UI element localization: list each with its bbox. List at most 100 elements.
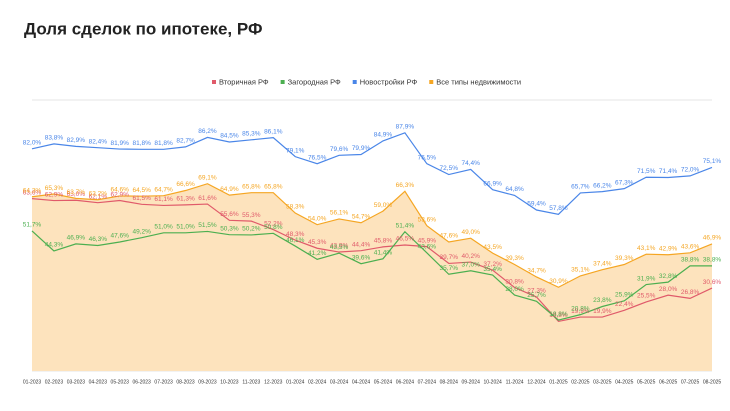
line	[31, 230, 712, 321]
value-label: 64,5%	[132, 187, 151, 194]
value-label: 74,4%	[461, 160, 480, 167]
value-label: 45,8%	[374, 238, 393, 245]
value-label: 81,9%	[111, 140, 130, 147]
x-tick-label: 11-2024	[506, 379, 524, 385]
value-label: 22,4%	[615, 301, 634, 308]
value-label: 38,8%	[703, 257, 722, 264]
x-tick-label: 02-2023	[45, 379, 64, 385]
value-label: 51,7%	[23, 222, 42, 229]
value-label: 66,9%	[483, 180, 502, 187]
value-label: 76,5%	[418, 154, 437, 161]
value-label: 81,8%	[132, 140, 151, 147]
line	[31, 183, 713, 288]
value-label: 30,9%	[549, 278, 568, 285]
value-label: 30,6%	[703, 279, 722, 286]
value-label: 79,6%	[330, 146, 349, 153]
value-label: 82,4%	[89, 138, 108, 145]
x-tick-label: 07-2023	[154, 379, 173, 385]
value-label: 86,2%	[198, 128, 217, 135]
value-label: 50,3%	[220, 225, 239, 232]
value-label: 63,2%	[89, 190, 108, 197]
value-label: 64,3%	[23, 187, 42, 194]
value-label: 25,7%	[527, 292, 546, 299]
x-tick-label: 06-2024	[396, 379, 415, 385]
value-label: 41,2%	[308, 250, 327, 257]
value-label: 79,9%	[352, 145, 371, 152]
x-tick-label: 05-2024	[374, 379, 393, 385]
value-label: 35,7%	[440, 265, 459, 272]
value-label: 46,9%	[67, 235, 86, 242]
x-tick-label: 05-2025	[637, 379, 656, 385]
value-label: 31,9%	[637, 275, 656, 282]
value-label: 72,5%	[440, 165, 459, 172]
value-label: 45,9%	[418, 237, 437, 244]
value-label: 64,6%	[111, 187, 130, 194]
value-label: 40,2%	[461, 253, 480, 260]
value-label: 26,8%	[681, 289, 700, 296]
x-tick-label: 02-2024	[308, 379, 327, 385]
x-tick-label: 07-2024	[418, 379, 437, 385]
legend-label: Вторичная РФ	[219, 77, 269, 86]
x-tick-label: 01-2025	[549, 379, 568, 385]
x-tick-label: 12-2023	[264, 379, 283, 385]
value-label: 61,5%	[132, 195, 151, 202]
value-label: 56,1%	[330, 210, 349, 217]
value-label: 51,5%	[198, 222, 217, 229]
value-label: 64,8%	[505, 186, 524, 193]
value-label: 87,9%	[396, 124, 415, 131]
value-label: 71,4%	[659, 168, 678, 175]
value-label: 37,2%	[483, 261, 502, 268]
legend-swatch	[429, 80, 434, 84]
value-label: 67,3%	[615, 179, 634, 186]
value-label: 46,3%	[89, 236, 108, 243]
value-label: 46,1%	[286, 237, 305, 244]
legend-swatch	[212, 80, 216, 84]
value-label: 59,0%	[374, 202, 393, 209]
value-label: 63,0%	[67, 191, 86, 198]
value-label: 25,5%	[637, 293, 656, 300]
value-label: 54,7%	[352, 213, 371, 220]
x-tick-label: 04-2023	[89, 379, 108, 385]
value-label: 35,1%	[571, 267, 590, 274]
value-label: 42,9%	[659, 245, 678, 252]
value-label: 28,0%	[505, 286, 524, 293]
value-label: 25,9%	[615, 292, 634, 299]
value-label: 53,6%	[418, 216, 437, 223]
value-label: 43,5%	[483, 244, 502, 251]
value-label: 50,8%	[264, 224, 283, 231]
value-label: 65,8%	[242, 183, 261, 190]
x-tick-label: 03-2025	[593, 379, 612, 385]
value-label: 66,6%	[176, 181, 195, 188]
chart-title: Доля сделок по ипотеке, РФ	[24, 19, 262, 38]
value-label: 65,7%	[571, 184, 590, 191]
x-tick-label: 04-2024	[352, 379, 371, 385]
value-label: 84,5%	[220, 133, 239, 140]
value-label: 39,6%	[352, 254, 371, 261]
value-label: 82,9%	[67, 137, 86, 144]
x-tick-label: 09-2024	[462, 379, 481, 385]
value-label: 57,8%	[549, 205, 568, 212]
value-label: 28,0%	[659, 286, 678, 293]
x-tick-label: 12-2024	[527, 379, 546, 385]
x-tick-label: 03-2023	[67, 379, 86, 385]
value-label: 47,6%	[111, 233, 130, 240]
line	[31, 132, 713, 216]
value-label: 34,7%	[527, 268, 546, 275]
value-label: 47,6%	[440, 233, 459, 240]
value-label: 75,1%	[703, 158, 722, 165]
value-label: 61,1%	[154, 196, 173, 203]
legend: Вторичная РФ Загородная РФ Новостройки РФ В…	[212, 77, 521, 86]
value-label: 79,1%	[286, 147, 305, 154]
value-label: 71,5%	[637, 168, 656, 175]
value-label: 84,9%	[374, 132, 393, 139]
value-label: 61,3%	[176, 196, 195, 203]
value-label: 49,2%	[132, 228, 151, 235]
value-label: 39,3%	[505, 255, 524, 262]
value-label: 58,3%	[286, 204, 305, 211]
x-tick-label: 08-2023	[176, 379, 195, 385]
value-label: 43,5%	[330, 244, 349, 251]
value-label: 51,0%	[154, 224, 173, 231]
value-label: 44,3%	[45, 242, 64, 249]
legend-label: Загородная РФ	[288, 77, 341, 86]
